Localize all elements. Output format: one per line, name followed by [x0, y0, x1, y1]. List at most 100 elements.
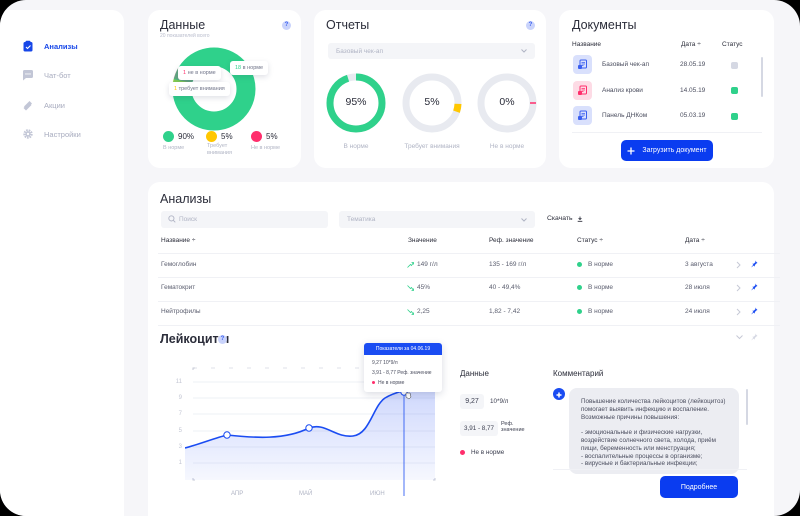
download-icon [577, 216, 582, 222]
trend-down-icon [407, 309, 414, 315]
topic-select[interactable]: Тематика [339, 211, 535, 228]
document-icon [573, 81, 592, 100]
chevron-right-icon[interactable] [736, 261, 741, 269]
analysis-name: Нейтрофилы [161, 308, 201, 315]
chevron-down-icon[interactable] [736, 335, 743, 340]
upload-button-label: Загрузить документ [642, 147, 707, 154]
document-date: 05.03.19 [680, 112, 706, 119]
x-tick: ИЮН [370, 491, 385, 497]
trend-up-icon [407, 262, 414, 268]
chat-icon [23, 70, 33, 81]
callout-normal: 18 в норме [230, 61, 269, 75]
reports-card: Отчеты ? Базовый чек-ап 95% В норме 5% Т… [314, 10, 546, 168]
search-input[interactable]: Поиск [161, 211, 328, 228]
trend-down-icon [407, 285, 414, 291]
analysis-status: В норме [577, 284, 613, 291]
upload-document-button[interactable]: Загрузить документ [621, 140, 713, 161]
leukocytes-line-chart [185, 367, 436, 496]
analysis-status: В норме [577, 261, 613, 268]
column-status-sort[interactable]: Статус ÷ [577, 237, 603, 244]
tooltip-header: Показатели за 04.06.19 [364, 343, 442, 355]
ring-abnormal-value: 0% [499, 96, 515, 108]
leukocytes-value: 9,27 [460, 394, 484, 409]
callout-attention: 1 требует внимания [169, 82, 230, 96]
status-checkbox[interactable] [731, 62, 738, 69]
report-type-select[interactable]: Базовый чек-ап [328, 43, 535, 59]
sidebar-item-settings[interactable]: Настройки [22, 128, 81, 140]
help-icon[interactable]: ? [526, 21, 535, 30]
pin-icon[interactable] [750, 260, 758, 268]
analysis-name: Гемоглобин [161, 261, 197, 268]
search-placeholder: Поиск [179, 216, 198, 223]
search-icon [168, 215, 176, 223]
topic-placeholder: Тематика [347, 216, 376, 223]
leukocytes-ref-range: 3,91 - 8,77 [460, 421, 498, 436]
status-dot [577, 308, 582, 314]
medical-cross-icon [553, 388, 565, 400]
y-tick: 3 [178, 444, 182, 450]
more-button[interactable]: Подробнее [660, 476, 738, 498]
tooltip-status: Не в норме [372, 380, 404, 386]
ring-abnormal [477, 73, 537, 133]
chevron-right-icon[interactable] [736, 308, 741, 316]
sidebar-item-chatbot[interactable]: Чат-бот [22, 69, 71, 81]
download-button[interactable]: Скачать [547, 215, 583, 222]
help-icon[interactable]: ? [218, 335, 227, 344]
plus-icon [627, 147, 635, 154]
pin-icon[interactable] [750, 283, 758, 291]
comment-title: Комментарий [553, 369, 604, 378]
pin-icon[interactable] [750, 307, 758, 315]
help-icon[interactable]: ? [282, 21, 291, 30]
documents-scrollbar[interactable] [761, 57, 763, 97]
pin-icon[interactable] [750, 333, 758, 341]
sidebar-item-label: Акции [44, 100, 65, 110]
status-dot [577, 284, 582, 290]
document-date: 14.05.19 [680, 87, 706, 94]
document-name[interactable]: Базовый чек-ап [602, 61, 650, 68]
document-name[interactable]: Анализ крови [602, 87, 643, 94]
y-tick: 11 [175, 379, 182, 385]
legend-attention-dot [206, 131, 217, 142]
legend-normal-value: 90% [178, 132, 195, 141]
sidebar: Анализы Чат-бот Акции Настройки [0, 10, 124, 516]
sidebar-item-promotions[interactable]: Акции [22, 99, 65, 111]
column-name-sort[interactable]: Название ÷ [161, 237, 196, 244]
analysis-value: 2,25 [417, 308, 430, 315]
reports-card-title: Отчеты [326, 18, 370, 32]
status-checkbox-checked[interactable] [731, 113, 738, 125]
chevron-down-icon [521, 217, 527, 222]
column-ref: Реф. значение [489, 237, 534, 244]
leukocytes-status: Не в норме [460, 449, 504, 456]
analysis-value: 45% [417, 284, 431, 291]
analysis-ref: 135 - 169 г/л [489, 261, 527, 268]
leukocytes-unit: 10*9/л [490, 398, 509, 405]
data-card-subtitle: 20 показателей всего [160, 33, 210, 39]
y-tick: 5 [178, 428, 182, 434]
chevron-down-icon [521, 49, 527, 53]
column-date-sort[interactable]: Дата ÷ [681, 41, 701, 48]
ring-attention [402, 73, 462, 133]
document-name[interactable]: Панель ДНКом [602, 112, 648, 119]
analyses-title: Анализы [160, 192, 212, 206]
analysis-ref: 1,82 - 7,42 [489, 308, 521, 315]
tooltip-ref: 3,91 - 8,77 Реф. значение [372, 370, 432, 376]
ring-attention-label: Требует внимания [404, 143, 460, 150]
callout-abnormal: 1 не в норме [178, 66, 221, 80]
sidebar-item-analyses[interactable]: Анализы [22, 40, 78, 52]
leukocytes-title: Лейкоциты [160, 332, 230, 346]
document-icon [573, 106, 592, 125]
ring-normal-label: В норме [343, 143, 369, 150]
legend-attention-label: Требует внимания [207, 143, 232, 156]
chevron-right-icon[interactable] [736, 284, 741, 292]
divider [158, 301, 780, 302]
leukocytes-data-title: Данные [460, 369, 489, 378]
status-checkbox-checked[interactable] [731, 87, 738, 99]
data-card-title: Данные [160, 18, 206, 32]
column-value: Значение [408, 237, 437, 244]
divider [158, 325, 780, 326]
legend-abnormal-label: Не в норме [251, 145, 281, 151]
more-button-label: Подробнее [680, 483, 718, 491]
column-date-sort[interactable]: Дата ÷ [685, 237, 705, 244]
comment-scrollbar[interactable] [746, 389, 748, 425]
